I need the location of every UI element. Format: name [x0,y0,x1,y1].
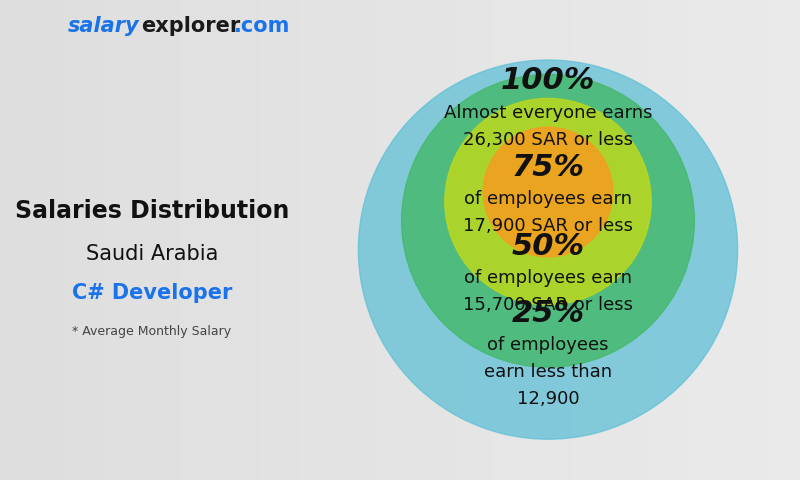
Circle shape [483,127,613,257]
Circle shape [358,60,738,439]
Text: of employees earn: of employees earn [464,190,632,208]
Text: explorer: explorer [141,16,240,36]
Text: C# Developer: C# Developer [72,283,232,303]
Text: .com: .com [234,16,290,36]
Text: 15,700 SAR or less: 15,700 SAR or less [463,296,633,314]
Text: 26,300 SAR or less: 26,300 SAR or less [463,131,633,149]
Text: 12,900: 12,900 [517,390,579,408]
Circle shape [445,98,651,305]
Text: 17,900 SAR or less: 17,900 SAR or less [463,217,633,235]
Text: 100%: 100% [501,66,595,95]
Text: of employees earn: of employees earn [464,269,632,287]
Text: Saudi Arabia: Saudi Arabia [86,244,218,264]
Text: Almost everyone earns: Almost everyone earns [444,104,652,121]
Text: 75%: 75% [511,153,585,181]
Circle shape [402,74,694,367]
Text: salary: salary [68,16,140,36]
Text: of employees: of employees [487,336,609,354]
Text: Salaries Distribution: Salaries Distribution [15,199,289,223]
Text: 25%: 25% [511,299,585,328]
Text: * Average Monthly Salary: * Average Monthly Salary [73,324,231,338]
Text: 50%: 50% [511,232,585,261]
Text: earn less than: earn less than [484,363,612,382]
